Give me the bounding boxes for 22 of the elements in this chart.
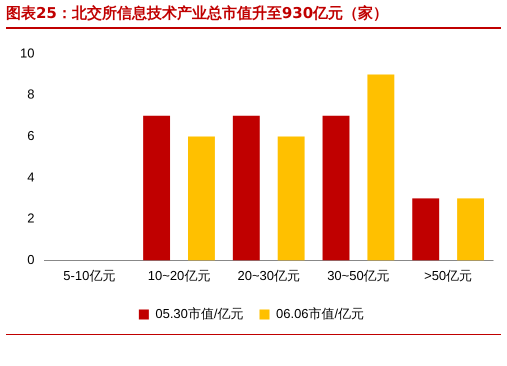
bar bbox=[322, 116, 350, 260]
bar bbox=[188, 136, 215, 260]
bar bbox=[412, 198, 440, 260]
bar bbox=[367, 74, 394, 260]
bar bbox=[232, 116, 260, 260]
bar bbox=[278, 136, 305, 260]
bar bbox=[143, 116, 170, 260]
y-tick-label: 10 bbox=[20, 45, 34, 60]
x-tick-label: 20~30亿元 bbox=[237, 268, 300, 283]
y-tick-label: 0 bbox=[27, 252, 34, 267]
x-tick-label: >50亿元 bbox=[424, 268, 472, 283]
y-tick-label: 4 bbox=[27, 169, 34, 184]
x-tick-label: 10~20亿元 bbox=[148, 268, 210, 283]
legend-label: 05.30市值/亿元 bbox=[155, 306, 244, 322]
x-tick-label: 30~50亿元 bbox=[327, 268, 390, 283]
y-tick-label: 6 bbox=[27, 128, 34, 144]
legend-label: 06.06市值/亿元 bbox=[276, 306, 364, 322]
x-tick-label: 5-10亿元 bbox=[63, 268, 116, 283]
y-tick-label: 2 bbox=[27, 210, 34, 226]
chart-title: 图表25：北交所信息技术产业总市值升至930亿元（家） bbox=[6, 4, 501, 29]
bar bbox=[457, 198, 484, 260]
y-tick-label: 8 bbox=[27, 86, 34, 102]
